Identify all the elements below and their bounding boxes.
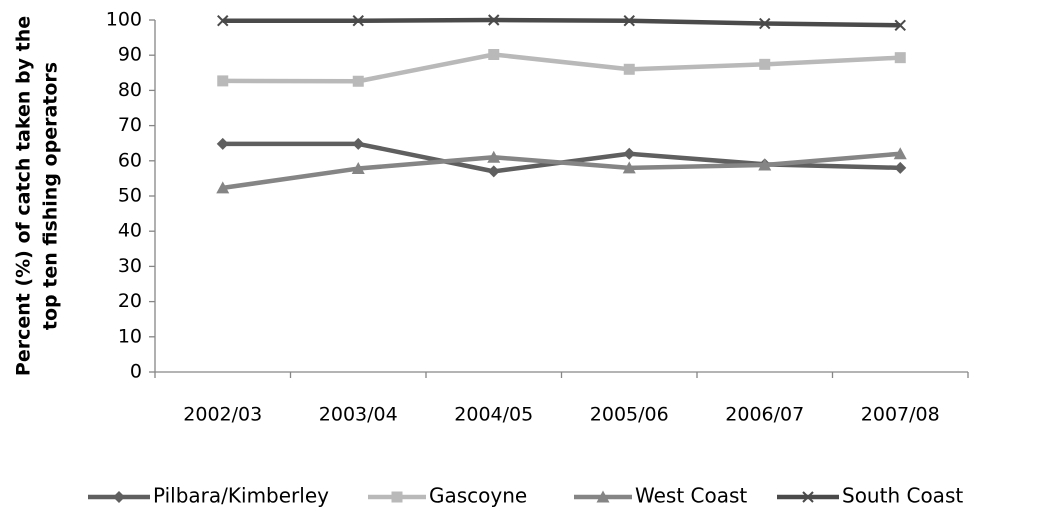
legend-item-gascoyne: Gascoyne [368, 484, 527, 508]
data-point-south-coast [894, 19, 906, 31]
data-point-gascoyne [623, 63, 635, 75]
y-tick-label: 40 [118, 220, 142, 242]
x-marker-stroke [217, 14, 229, 27]
data-point-pilbara-kimberley [894, 161, 907, 174]
x-marker-stroke [352, 14, 364, 27]
legend-swatch-marker [113, 491, 125, 503]
series-line-gascoyne [222, 52, 901, 84]
y-tick-label: 60 [118, 149, 142, 171]
series-south-coast [217, 14, 906, 31]
data-point-south-coast [759, 17, 771, 30]
data-point-south-coast [217, 14, 229, 27]
data-point-west-coast [351, 162, 365, 175]
series-layer [216, 14, 907, 194]
data-point-west-coast [622, 161, 636, 174]
data-point-pilbara-kimberley [487, 165, 500, 178]
legend-label: South Coast [842, 484, 963, 508]
y-tick-label: 0 [130, 361, 142, 383]
data-point-west-coast [487, 150, 501, 163]
series-pilbara-kimberley [216, 137, 907, 178]
x-axis: 2002/03 2003/04 2004/05 2005/06 2006/07 2007/… [154, 371, 969, 426]
x-marker-stroke [894, 19, 906, 31]
data-point-pilbara-kimberley [352, 137, 365, 150]
x-marker-stroke [802, 491, 814, 503]
data-point-gascoyne [759, 58, 771, 70]
legend-swatch-marker [391, 491, 403, 503]
x-marker-stroke [623, 14, 635, 27]
data-point-west-coast [758, 158, 772, 171]
x-tick-label: 2004/05 [454, 404, 533, 426]
legend-item-south-coast: South Coast [777, 484, 963, 508]
series-line-pilbara-kimberley [222, 141, 901, 174]
y-axis-title-line: Percent (%) of catch taken by the [13, 16, 35, 376]
data-point-gascoyne [488, 48, 500, 60]
x-marker-stroke [488, 14, 500, 26]
series-west-coast [216, 147, 907, 194]
data-point-gascoyne [217, 75, 229, 87]
legend-swatch-marker [596, 490, 610, 503]
y-tick-label: 80 [118, 79, 142, 101]
legend-item-west-coast: West Coast [574, 484, 747, 508]
data-point-gascoyne [894, 52, 906, 64]
legend-label: Gascoyne [429, 484, 527, 508]
y-tick-label: 20 [118, 290, 142, 312]
series-gascoyne [217, 48, 906, 87]
y-tick-label: 90 [118, 44, 142, 66]
x-tick-label: 2006/07 [725, 404, 804, 426]
data-point-west-coast [216, 181, 230, 194]
y-axis: 0 10 20 30 40 50 60 70 80 90 100 [106, 9, 156, 383]
series-line-south-coast [222, 17, 901, 28]
legend-label: Pilbara/Kimberley [153, 484, 329, 508]
y-tick-label: 30 [118, 255, 142, 277]
legend-label: West Coast [635, 484, 747, 508]
data-point-gascoyne [352, 75, 364, 87]
legend-swatch-marker [802, 491, 814, 503]
y-tick-label: 70 [118, 114, 142, 136]
x-tick-label: 2003/04 [319, 404, 398, 426]
y-tick-label: 10 [118, 325, 142, 347]
x-tick-label: 2002/03 [183, 404, 262, 426]
data-point-south-coast [352, 14, 364, 27]
data-point-pilbara-kimberley [623, 147, 636, 160]
legend: Pilbara/Kimberley Gascoyne West Coast South… [88, 484, 963, 508]
x-marker-stroke [759, 17, 771, 30]
y-axis-title: Percent (%) of catch taken by the top ten… [13, 16, 62, 376]
x-tick-label: 2005/06 [590, 404, 669, 426]
data-point-south-coast [623, 14, 635, 27]
legend-item-pilbara-kimberley: Pilbara/Kimberley [88, 484, 329, 508]
data-point-pilbara-kimberley [216, 137, 229, 150]
x-tick-label: 2007/08 [861, 404, 940, 426]
data-point-south-coast [488, 14, 500, 26]
series-line-west-coast [222, 151, 901, 191]
y-tick-label: 100 [106, 9, 142, 31]
y-axis-title-line: top ten fishing operators [40, 62, 62, 330]
y-tick-label: 50 [118, 185, 142, 207]
data-point-west-coast [893, 147, 907, 160]
